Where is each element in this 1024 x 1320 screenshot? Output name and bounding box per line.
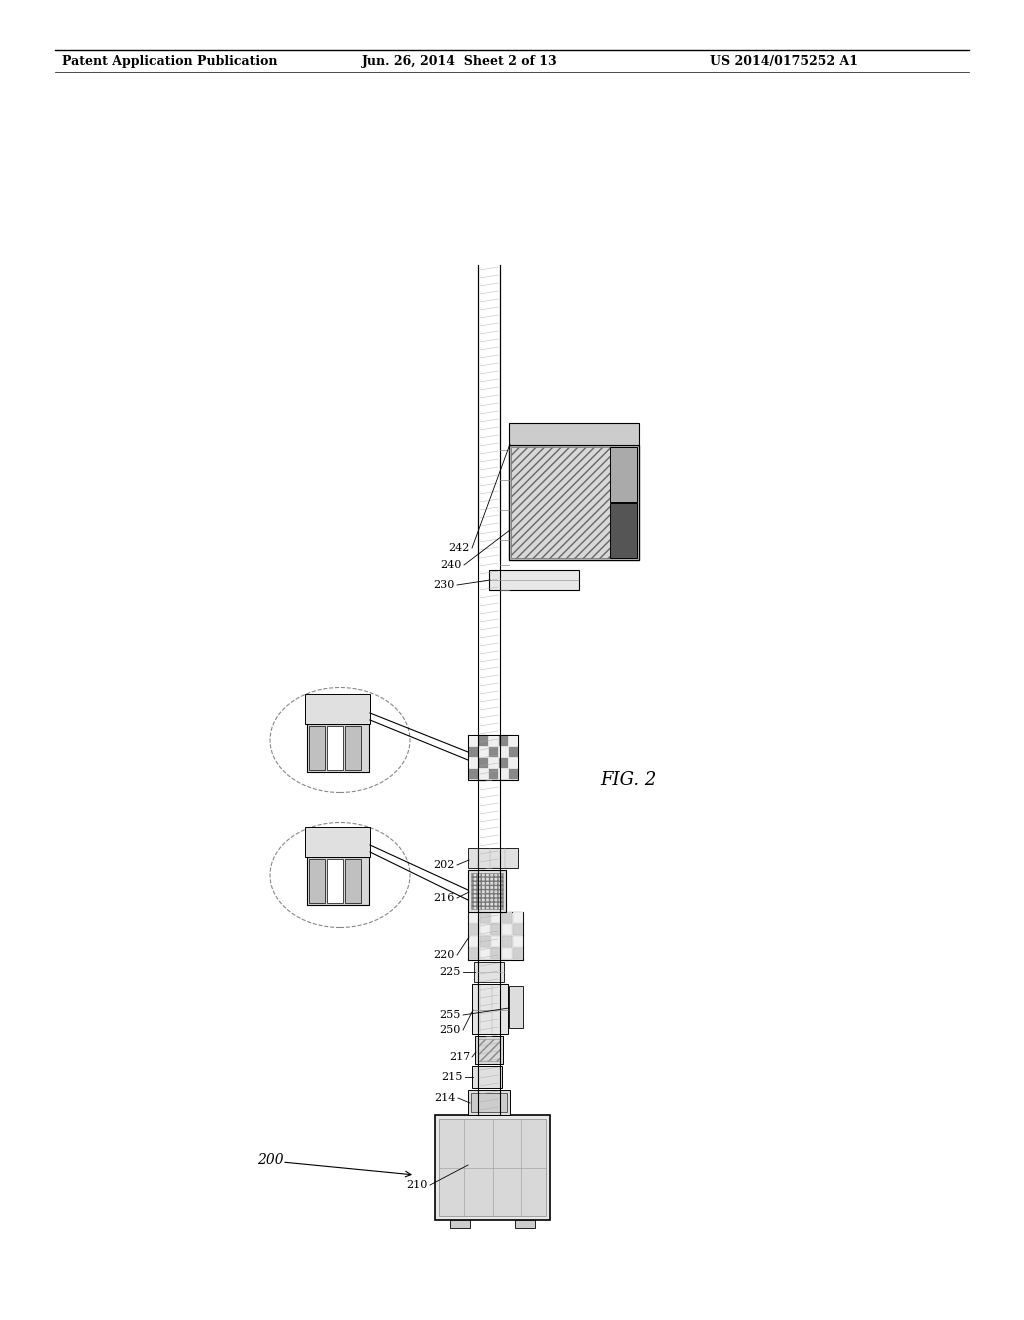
Bar [610, 503, 637, 558]
Bar [490, 924, 501, 935]
Bar [513, 924, 523, 935]
Bar [471, 873, 503, 909]
Bar [469, 737, 478, 746]
Bar [489, 770, 498, 779]
Bar [489, 758, 498, 768]
Bar [479, 747, 488, 756]
Bar [327, 726, 343, 770]
Bar [502, 948, 512, 960]
Bar [490, 912, 501, 923]
Text: 250: 250 [439, 1026, 461, 1035]
Bar [435, 1115, 550, 1220]
Bar [489, 737, 498, 746]
Text: 225: 225 [439, 968, 461, 977]
Bar [502, 936, 512, 946]
Circle shape [313, 833, 331, 851]
Text: 214: 214 [434, 1093, 456, 1104]
Bar [469, 924, 479, 935]
Bar [469, 936, 479, 946]
Bar [490, 948, 501, 960]
Bar [499, 770, 508, 779]
Text: US 2014/0175252 A1: US 2014/0175252 A1 [710, 55, 858, 69]
Bar [469, 948, 479, 960]
Text: 240: 240 [440, 560, 462, 570]
Bar [468, 870, 506, 912]
Bar [305, 828, 370, 857]
Bar [515, 1220, 535, 1228]
Bar [499, 737, 508, 746]
Bar [475, 1036, 503, 1064]
Text: 216: 216 [433, 894, 455, 903]
Text: 200: 200 [257, 1152, 284, 1167]
Text: Jun. 26, 2014  Sheet 2 of 13: Jun. 26, 2014 Sheet 2 of 13 [362, 55, 558, 69]
Bar [480, 936, 490, 946]
Bar [479, 758, 488, 768]
Bar [509, 758, 518, 768]
Bar [345, 726, 361, 770]
Text: 202: 202 [433, 861, 455, 870]
Bar [513, 948, 523, 960]
Circle shape [339, 700, 357, 718]
Bar [450, 1220, 470, 1228]
Bar [509, 422, 639, 445]
Bar [502, 912, 512, 923]
Bar [513, 912, 523, 923]
Bar [309, 859, 325, 903]
Bar [468, 1090, 510, 1115]
Bar [468, 735, 518, 780]
Bar [489, 747, 498, 756]
Bar [439, 1119, 546, 1216]
Text: 242: 242 [449, 543, 470, 553]
Bar [468, 847, 518, 869]
Bar [480, 924, 490, 935]
Bar [509, 986, 523, 1028]
Bar [479, 737, 488, 746]
Text: 220: 220 [433, 950, 455, 960]
Text: Patent Application Publication: Patent Application Publication [62, 55, 278, 69]
Text: 230: 230 [433, 579, 455, 590]
Bar [513, 936, 523, 946]
Bar [468, 912, 523, 960]
Bar [472, 983, 508, 1034]
Bar [509, 737, 518, 746]
Bar [480, 912, 490, 923]
Bar [480, 948, 490, 960]
Circle shape [313, 700, 331, 718]
Bar [502, 924, 512, 935]
Bar [327, 859, 343, 903]
Bar [509, 770, 518, 779]
Bar [474, 962, 504, 982]
Text: 217: 217 [449, 1052, 470, 1063]
Bar [499, 747, 508, 756]
Bar [469, 912, 479, 923]
Bar [490, 936, 501, 946]
Bar [472, 1067, 502, 1088]
Text: 215: 215 [441, 1072, 463, 1082]
Bar [469, 758, 478, 768]
Bar [499, 758, 508, 768]
Bar [345, 859, 361, 903]
Circle shape [339, 833, 357, 851]
Bar [469, 747, 478, 756]
Bar [471, 1093, 507, 1111]
Text: FIG. 2: FIG. 2 [600, 771, 656, 789]
Bar [305, 694, 370, 723]
Bar [489, 570, 579, 590]
Text: 210: 210 [407, 1180, 428, 1191]
Bar [479, 770, 488, 779]
Bar [509, 445, 639, 560]
Bar [478, 1039, 500, 1061]
Text: 255: 255 [439, 1010, 461, 1020]
Bar [309, 726, 325, 770]
Bar [307, 723, 369, 772]
Bar [509, 747, 518, 756]
Bar [610, 447, 637, 502]
Bar [511, 447, 637, 558]
Bar [307, 857, 369, 906]
Bar [469, 770, 478, 779]
